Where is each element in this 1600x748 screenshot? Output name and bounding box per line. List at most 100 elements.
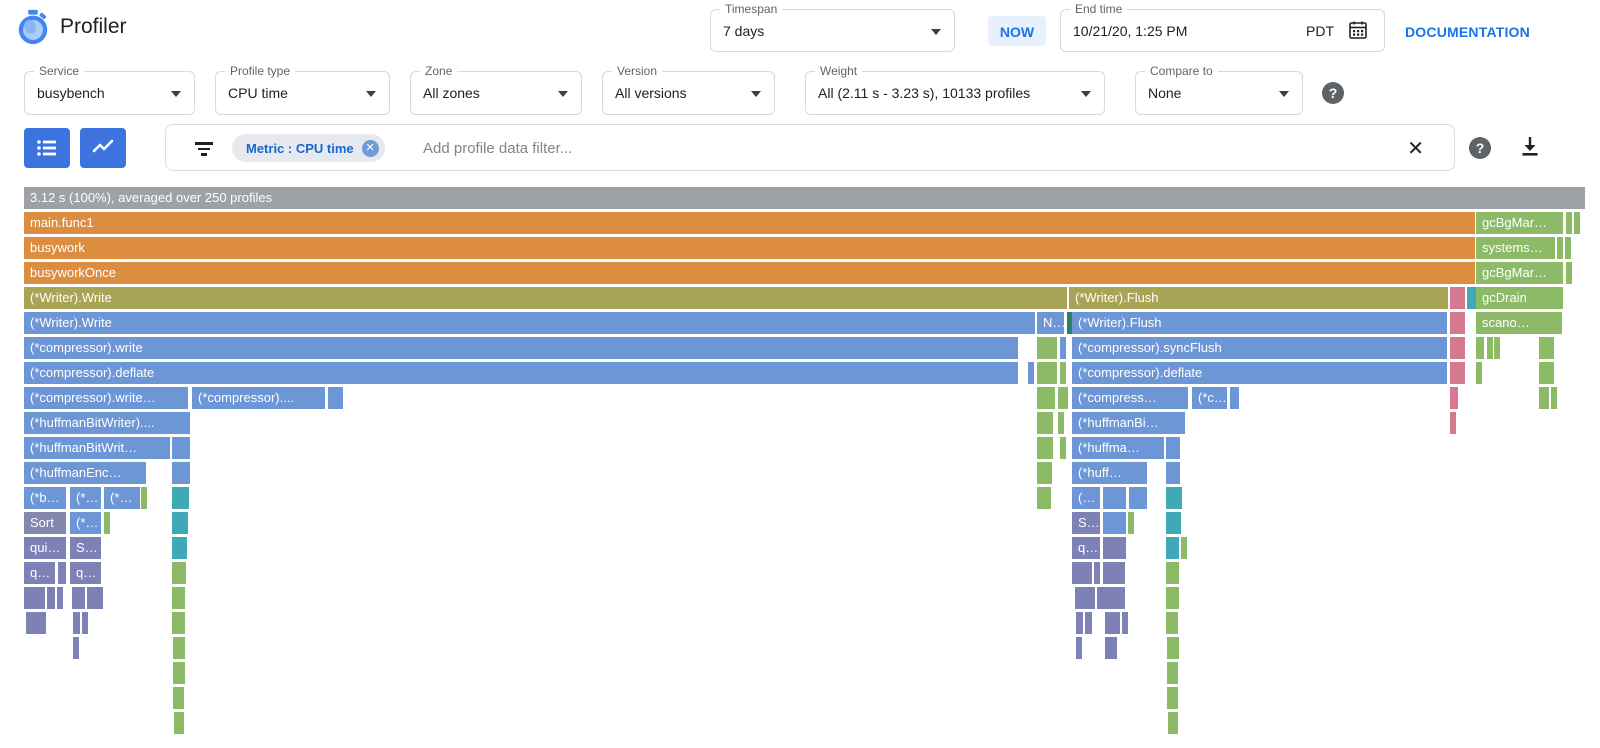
flame-block[interactable] [58,562,66,584]
flame-block[interactable] [172,512,188,534]
flame-block[interactable] [1060,337,1066,359]
flame-block[interactable] [1060,362,1066,384]
flame-block[interactable]: gcBgMar… [1476,262,1563,284]
flame-block[interactable]: (*huffma… [1072,437,1164,459]
flame-block[interactable] [1450,412,1456,434]
flame-block[interactable]: (*compress… [1072,387,1188,409]
flame-block[interactable]: (… [1072,487,1100,509]
flame-block[interactable]: q… [1072,537,1100,559]
flame-block[interactable] [1105,612,1120,634]
flame-block[interactable] [1566,212,1572,234]
flame-block[interactable] [1103,512,1126,534]
flame-block[interactable] [1129,487,1147,509]
flame-block[interactable]: (*huffmanBitWrit… [24,437,170,459]
flame-block[interactable] [73,637,79,659]
flame-block[interactable] [1166,512,1181,534]
flame-block[interactable] [1037,437,1053,459]
flame-block[interactable]: (*… [104,487,140,509]
flame-block[interactable] [174,712,184,734]
flame-block[interactable]: (*huff… [1072,462,1147,484]
profile-type-dropdown[interactable]: Profile type CPU time [215,64,390,115]
zone-dropdown[interactable]: Zone All zones [410,64,582,115]
flame-block[interactable]: scano… [1476,312,1562,334]
flame-block[interactable]: Sort [24,512,66,534]
flame-block[interactable]: (*huffmanBi… [1072,412,1185,434]
flame-block[interactable] [1105,637,1117,659]
flame-block[interactable] [104,512,110,534]
flame-block[interactable] [1103,587,1125,609]
flame-block[interactable] [173,687,184,709]
flame-block[interactable] [1539,362,1554,384]
flame-block[interactable] [24,587,45,609]
flame-block[interactable] [1122,612,1128,634]
flame-block[interactable]: gcBgMar… [1476,212,1563,234]
flame-block[interactable] [1166,587,1179,609]
flame-block[interactable]: (*huffmanBitWriter).... [24,412,190,434]
flame-block[interactable]: (*Writer).Flush [1072,312,1447,334]
flame-block[interactable] [1103,562,1125,584]
flame-block[interactable] [1487,337,1493,359]
chart-view-button[interactable] [80,128,126,168]
metric-filter-chip[interactable]: Metric : CPU time ✕ [232,134,385,162]
flame-block[interactable] [1072,562,1092,584]
now-button[interactable]: NOW [988,16,1046,46]
download-icon[interactable] [1519,135,1541,157]
compare-to-dropdown[interactable]: Compare to None [1135,64,1303,115]
flame-block[interactable]: (*compressor).deflate [24,362,1018,384]
flame-block[interactable]: N… [1037,312,1064,334]
flame-block[interactable] [1075,587,1095,609]
flame-block[interactable] [1076,612,1083,634]
weight-dropdown[interactable]: Weight All (2.11 s - 3.23 s), 10133 prof… [805,64,1105,115]
flame-block[interactable] [36,612,42,634]
flame-block[interactable]: main.func1 [24,212,1475,234]
flame-block[interactable] [1062,387,1068,409]
profile-filter-input[interactable] [421,135,1205,162]
flame-block[interactable] [328,387,343,409]
flame-block[interactable] [172,487,189,509]
flame-block[interactable]: busywork [24,237,1475,259]
flame-block[interactable]: qui… [24,537,66,559]
flame-block[interactable] [82,612,88,634]
flame-block[interactable] [1060,437,1066,459]
flame-block[interactable]: 3.12 s (100%), averaged over 250 profile… [24,187,1585,209]
flame-block[interactable] [1167,637,1179,659]
end-time-field[interactable]: End time 10/21/20, 1:25 PM PDT [1060,2,1385,52]
documentation-link[interactable]: DOCUMENTATION [1405,24,1530,40]
flame-block[interactable] [173,662,185,684]
flame-block[interactable]: (*Writer).Write [24,287,1067,309]
flame-block[interactable] [1076,637,1082,659]
flame-block[interactable] [1128,512,1134,534]
list-view-button[interactable] [24,128,70,168]
flame-block[interactable] [1574,212,1580,234]
flame-block[interactable]: q… [70,562,101,584]
flame-block[interactable]: (*b… [24,487,66,509]
flame-block[interactable] [1557,237,1563,259]
flame-block[interactable] [1037,387,1055,409]
flame-block[interactable] [1166,562,1179,584]
version-dropdown[interactable]: Version All versions [602,64,775,115]
flame-block[interactable]: (*compressor).write… [24,387,188,409]
flame-block[interactable] [31,612,37,634]
flame-block[interactable]: (*… [70,487,101,509]
flame-block[interactable] [1067,312,1073,334]
flame-block[interactable] [1037,487,1051,509]
chip-close-icon[interactable]: ✕ [361,139,379,157]
flame-block[interactable] [1450,362,1465,384]
service-dropdown[interactable]: Service busybench [24,64,195,115]
flame-block[interactable]: S… [70,537,101,559]
flame-block[interactable] [1476,362,1482,384]
flame-block[interactable] [1028,362,1034,384]
flame-block[interactable] [40,612,46,634]
flame-block[interactable] [73,612,80,634]
calendar-icon[interactable] [1348,20,1368,40]
flame-block[interactable] [47,587,55,609]
flame-block[interactable] [1476,337,1484,359]
flame-block[interactable] [1450,287,1465,309]
flame-block[interactable] [1037,412,1053,434]
flame-block[interactable] [1471,287,1477,309]
flame-block[interactable] [1167,687,1178,709]
flame-block[interactable] [26,612,32,634]
flame-block[interactable] [1166,612,1178,634]
flame-block[interactable] [1166,437,1180,459]
flame-block[interactable] [172,587,185,609]
